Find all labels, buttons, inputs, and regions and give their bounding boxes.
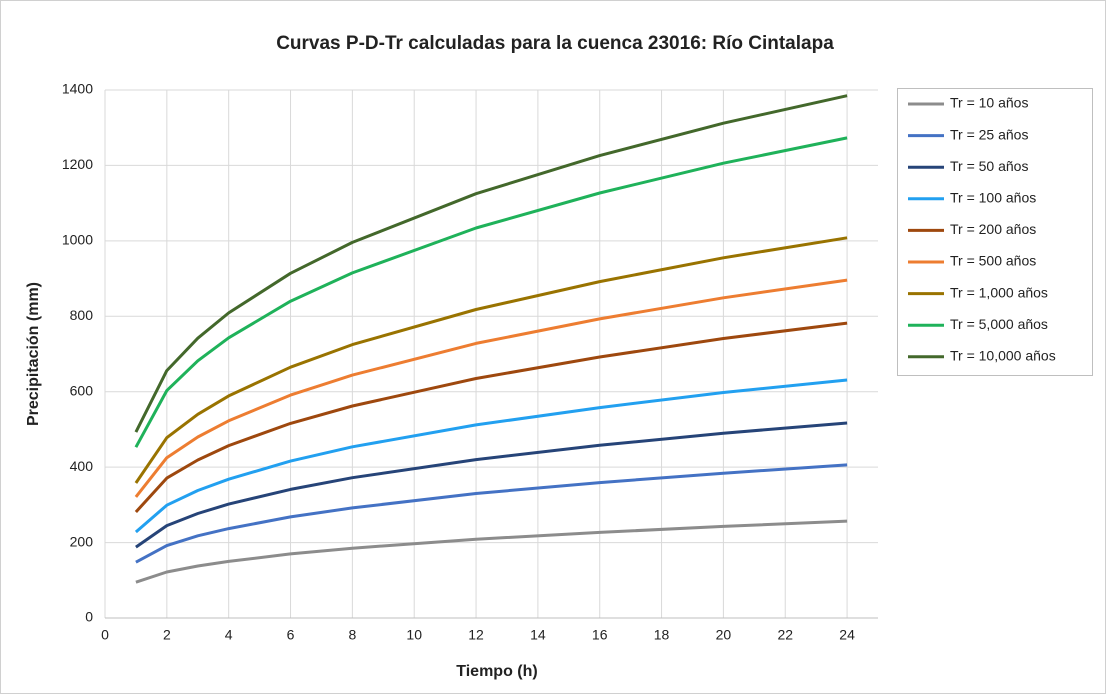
x-tick-label: 16 — [592, 627, 608, 643]
series-line — [134, 236, 848, 484]
x-tick-label: 18 — [654, 627, 670, 643]
series-line — [134, 321, 848, 514]
series-line — [134, 278, 848, 498]
x-tick-label: 22 — [777, 627, 793, 643]
y-tick-label: 1000 — [62, 232, 93, 248]
x-tick-label: 8 — [348, 627, 356, 643]
x-axis-title: Tiempo (h) — [456, 663, 537, 680]
y-tick-label: 1200 — [62, 156, 93, 172]
x-tick-label: 4 — [225, 627, 233, 643]
legend-label: Tr = 200 años — [950, 221, 1036, 237]
x-tick-label: 10 — [406, 627, 422, 643]
x-tick-label: 14 — [530, 627, 546, 643]
x-tick-label: 20 — [716, 627, 732, 643]
legend-label: Tr = 100 años — [950, 190, 1036, 206]
legend-label: Tr = 5,000 años — [950, 316, 1048, 332]
series-line — [134, 136, 848, 448]
series-line — [135, 421, 848, 549]
y-tick-label: 0 — [85, 609, 93, 625]
x-tick-label: 2 — [163, 627, 171, 643]
y-tick-label: 600 — [70, 382, 94, 398]
legend-label: Tr = 50 años — [950, 158, 1028, 174]
x-tick-label: 6 — [287, 627, 295, 643]
y-tick-label: 400 — [70, 458, 94, 474]
y-tick-label: 1400 — [62, 81, 93, 97]
y-axis-title: Precipitación (mm) — [25, 282, 42, 426]
x-tick-label: 12 — [468, 627, 484, 643]
legend-label: Tr = 25 años — [950, 126, 1028, 142]
x-tick-label: 24 — [839, 627, 855, 643]
y-tick-label: 200 — [70, 533, 94, 549]
series-line — [135, 519, 848, 584]
y-tick-label: 800 — [70, 307, 94, 323]
series-line — [134, 94, 848, 433]
legend-label: Tr = 10,000 años — [950, 348, 1056, 364]
x-tick-label: 0 — [101, 627, 109, 643]
series-line — [134, 378, 848, 534]
series-line — [135, 463, 848, 564]
chart-title: Curvas P-D-Tr calculadas para la cuenca … — [276, 33, 834, 54]
legend-label: Tr = 10 años — [950, 95, 1028, 111]
legend-label: Tr = 500 años — [950, 253, 1036, 269]
legend-label: Tr = 1,000 años — [950, 284, 1048, 300]
